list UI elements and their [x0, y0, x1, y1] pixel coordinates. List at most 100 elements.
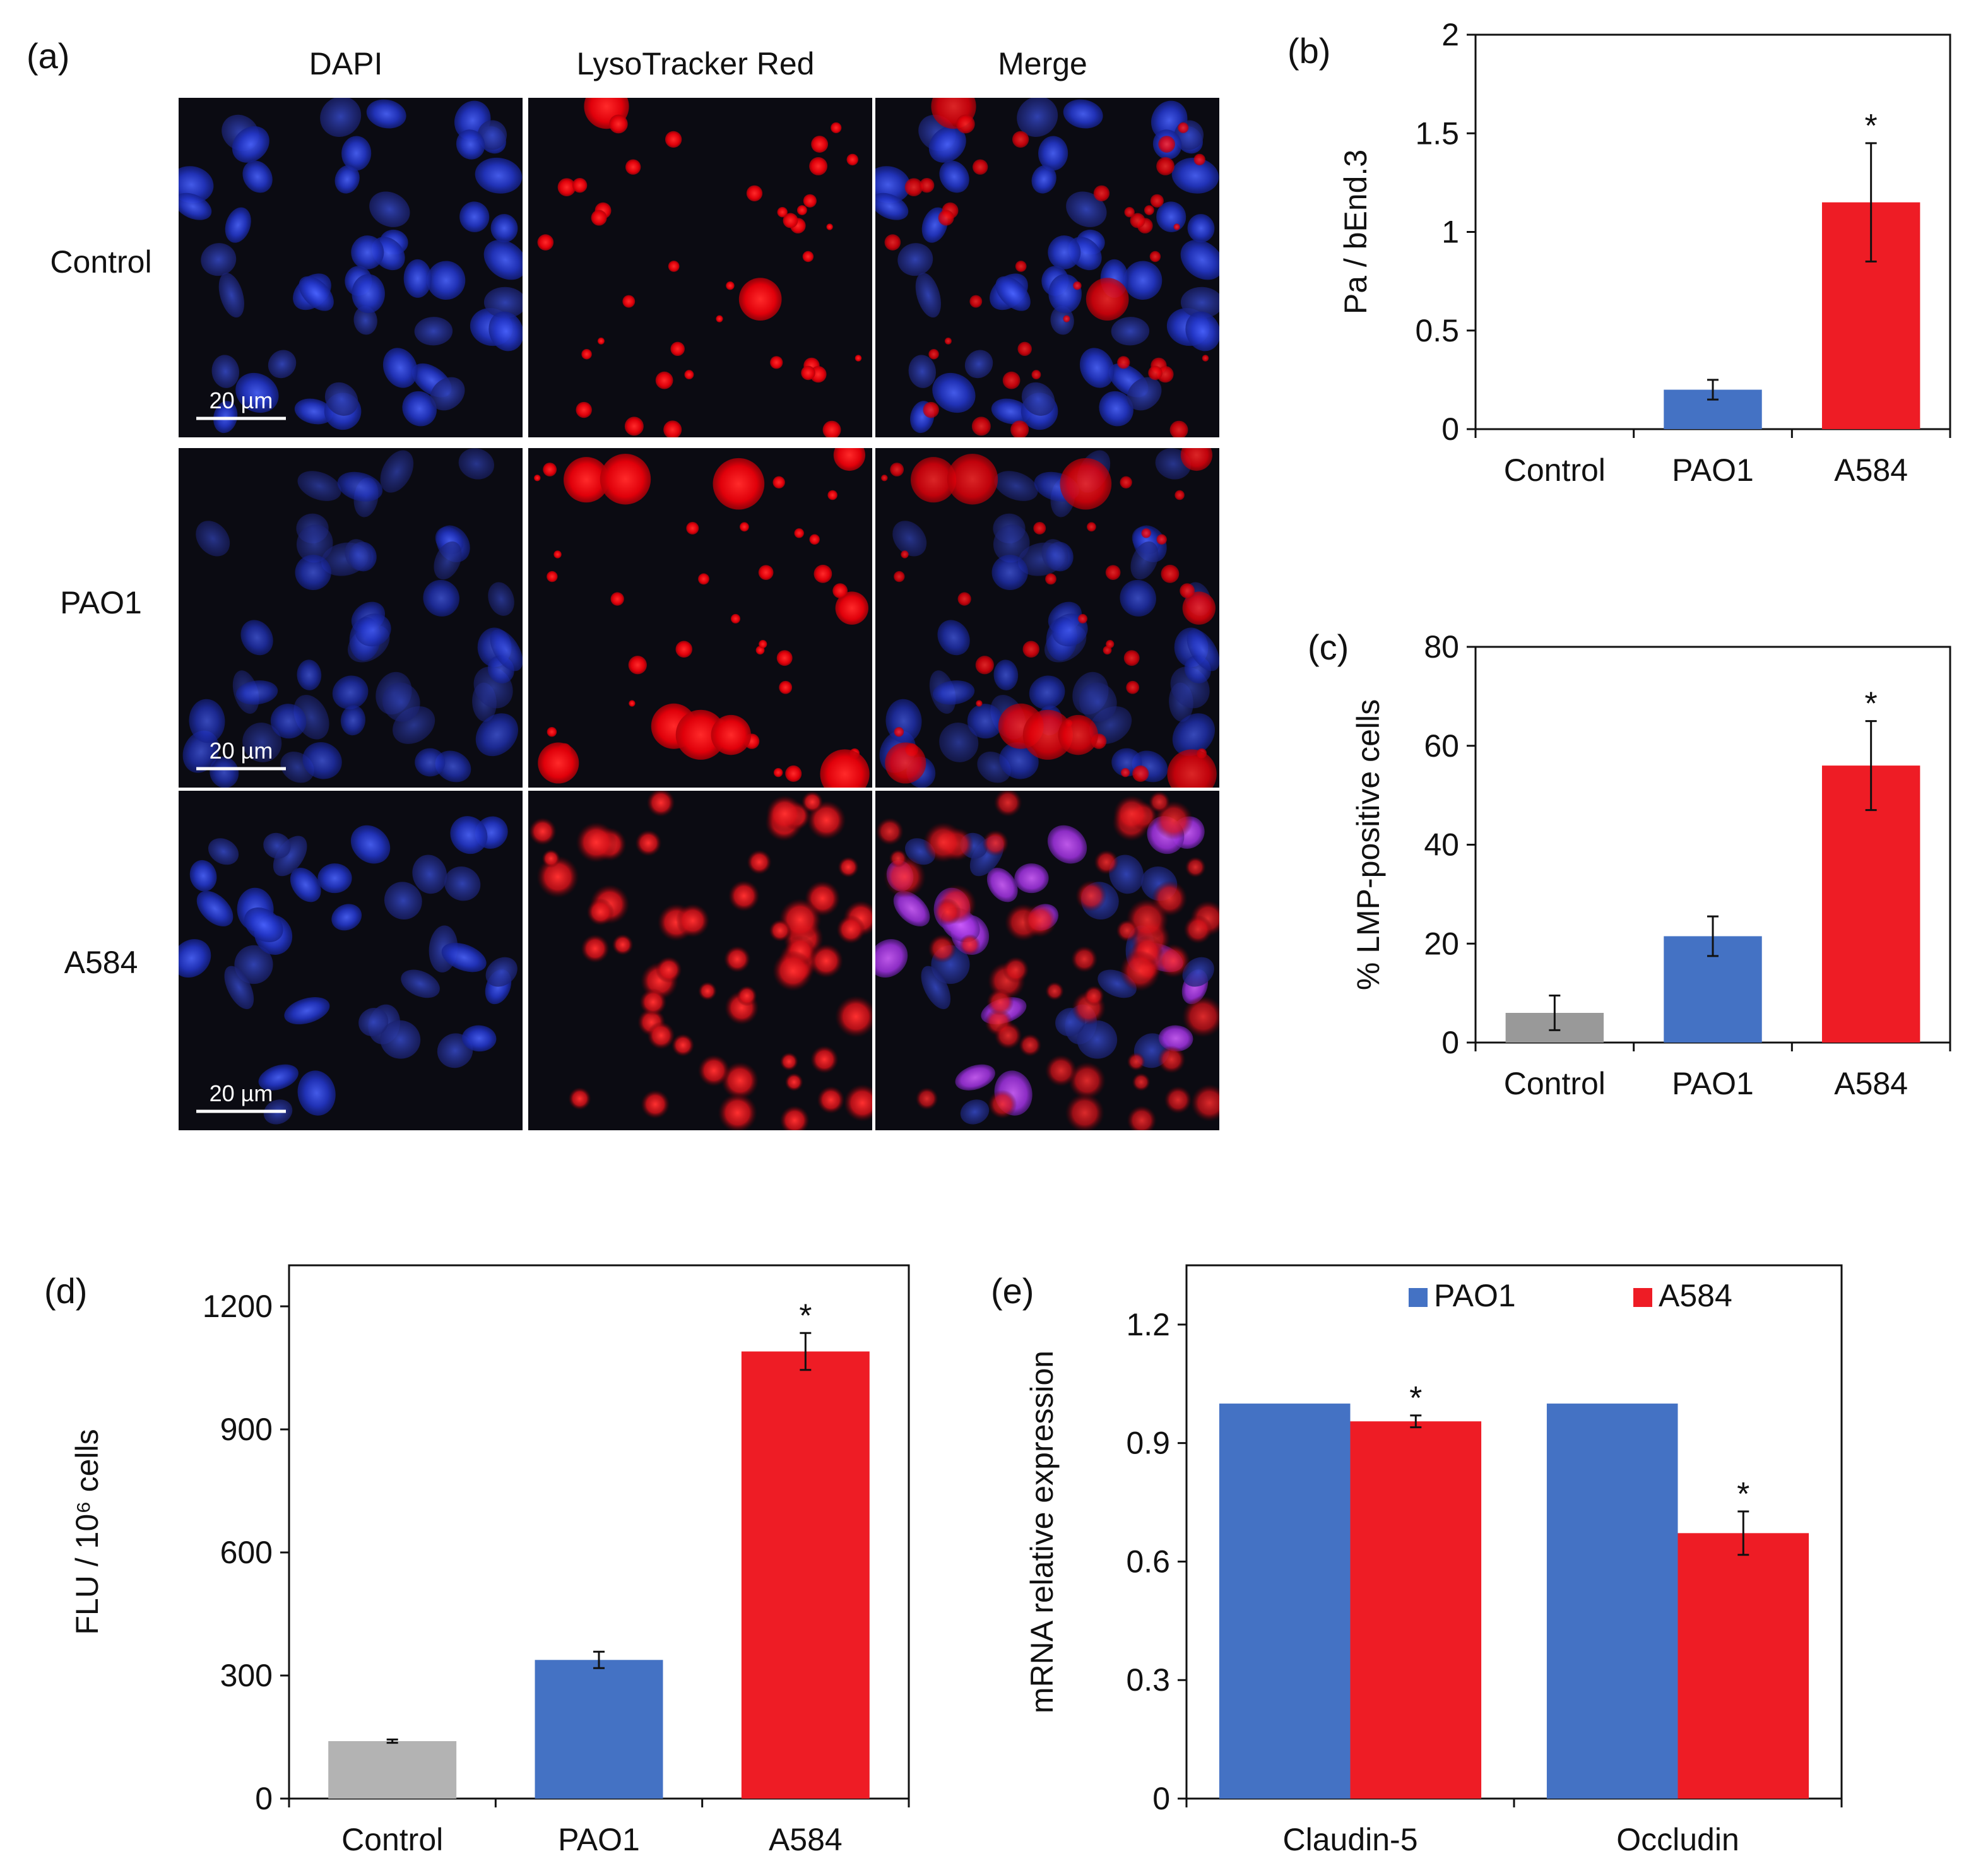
lysosome-spot	[1093, 185, 1110, 201]
nucleus-shape	[290, 868, 321, 902]
x-tick-label: PAO1	[558, 1822, 640, 1857]
lysosome-spot	[1130, 213, 1145, 228]
lysosome-spot	[982, 829, 1009, 856]
nucleus-shape	[179, 166, 214, 203]
lysosome-spot	[597, 337, 605, 345]
lysosome-spot	[796, 205, 807, 215]
lysosome-spot	[568, 1087, 591, 1110]
lysosome-spot	[600, 454, 651, 505]
bar	[535, 1660, 663, 1799]
lysosome-spot	[817, 1085, 845, 1114]
nucleus-shape	[295, 554, 331, 591]
lysosome-spot	[911, 457, 957, 503]
y-tick-label: 300	[220, 1658, 273, 1693]
nucleus-shape	[991, 398, 1030, 425]
y-tick-label: 0	[1441, 411, 1459, 447]
lysosome-spot	[665, 131, 682, 148]
nucleus-shape	[967, 704, 1003, 739]
nucleus-shape	[991, 554, 1028, 591]
lysosome-spot	[675, 904, 710, 938]
nucleus-shape	[332, 675, 369, 709]
nucleus-shape	[427, 261, 466, 300]
lysosome-spot	[975, 656, 994, 675]
lysosome-spot	[737, 985, 757, 1007]
lysosome-spot	[814, 564, 832, 583]
nucleus-shape	[235, 680, 278, 705]
lysosome-spot	[973, 159, 988, 175]
nucleus-shape	[1099, 391, 1133, 427]
y-tick-label: 1200	[203, 1289, 273, 1324]
nucleus-shape	[211, 355, 240, 388]
error-bar	[386, 1738, 398, 1744]
nucleus-shape	[294, 398, 333, 425]
nucleus-shape	[297, 1070, 336, 1116]
nucleus-shape	[1180, 240, 1219, 280]
lysosome-spot	[766, 795, 803, 833]
micrograph-control-lyso	[528, 98, 872, 437]
nucleus-shape	[939, 160, 969, 193]
nucleus-shape	[986, 868, 1018, 902]
nucleus-shape	[1014, 863, 1049, 894]
lysosome-spot	[564, 457, 610, 503]
lysosome-spot	[1148, 365, 1163, 381]
lysosome-spot	[576, 401, 592, 418]
nucleus-shape	[353, 305, 377, 335]
lysosome-spot	[1174, 490, 1185, 500]
lysosome-spot	[894, 726, 904, 737]
lysosome-spot	[1156, 157, 1174, 175]
nucleus-shape	[1079, 682, 1117, 722]
micrograph-pao1-dapi: 20 µm	[179, 448, 523, 788]
lysosome-spot	[591, 210, 607, 226]
nucleus-shape	[921, 966, 951, 1010]
nucleus-shape	[358, 1008, 389, 1037]
y-axis-label: % LMP-positive cells	[1351, 699, 1386, 990]
nucleus-shape	[430, 377, 465, 411]
nucleus-shape	[908, 355, 937, 388]
nucleus-shape	[932, 680, 975, 705]
lysosome-spot	[1148, 791, 1171, 813]
lysosome-spot	[572, 177, 588, 193]
lysosome-spot	[928, 348, 939, 360]
error-bar	[1549, 995, 1561, 1031]
nucleus-shape	[488, 311, 523, 352]
lysosome-spot	[779, 680, 793, 694]
nucleus-shape	[1182, 957, 1214, 987]
lysosome-spot	[1173, 223, 1180, 230]
lysosome-spot	[933, 898, 962, 926]
nucleus-shape	[995, 276, 1031, 311]
lysosome-spot	[1127, 1105, 1157, 1130]
nucleus-shape	[352, 274, 385, 314]
lysosome-spot	[770, 356, 783, 369]
lysosome-spot	[1070, 945, 1098, 973]
nucleus-shape	[1158, 1025, 1193, 1052]
lysosome-spot	[1073, 281, 1082, 290]
lysosome-spot	[1126, 680, 1140, 694]
lysosome-spot	[723, 945, 751, 973]
nucleus-shape	[201, 243, 237, 276]
lysosome-spot	[553, 550, 562, 559]
nucleus-shape	[434, 541, 462, 580]
lysosome-spot	[827, 490, 837, 500]
lysosome-spot	[581, 934, 610, 963]
lysosome-spot	[923, 822, 964, 863]
nucleus-shape	[382, 682, 420, 722]
x-tick-label: Control	[341, 1822, 443, 1857]
lysosome-spot	[697, 1055, 730, 1087]
nucleus-shape	[210, 756, 239, 788]
panel-label: (d)	[44, 1271, 87, 1311]
lysosome-spot	[915, 1087, 938, 1110]
lysosome-spot	[1181, 995, 1219, 1038]
y-tick-label: 1.2	[1126, 1307, 1170, 1342]
x-tick-label: A584	[1834, 452, 1908, 488]
lysosome-spot	[938, 210, 954, 226]
lysosome-spot	[610, 592, 624, 606]
lysosome-spot	[884, 234, 901, 251]
lysosome-spot	[894, 570, 905, 582]
lysosome-spot	[1063, 315, 1070, 322]
nucleus-shape	[299, 276, 334, 311]
lysosome-spot	[832, 583, 848, 599]
panel-a-label: (a)	[27, 36, 69, 76]
lysosome-spot	[1132, 765, 1149, 782]
lysosome-spot	[547, 570, 558, 582]
